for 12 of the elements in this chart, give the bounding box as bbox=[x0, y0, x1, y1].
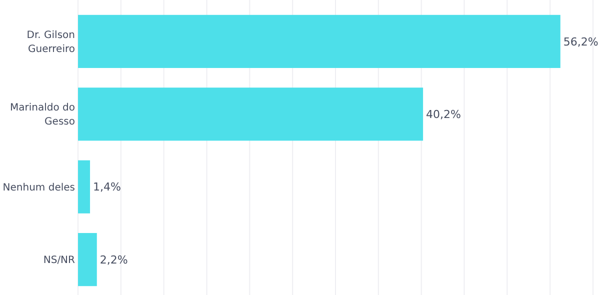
bar bbox=[78, 160, 90, 214]
y-tick-label: Nenhum deles bbox=[2, 182, 75, 194]
bar bbox=[78, 14, 560, 68]
data-label: 1,4% bbox=[93, 180, 121, 194]
y-tick-label: NS/NR bbox=[43, 255, 76, 266]
data-label: 40,2% bbox=[426, 108, 462, 121]
bar bbox=[78, 88, 424, 141]
y-tick-label: Marinaldo do Gesso bbox=[10, 102, 75, 128]
bar bbox=[78, 233, 97, 286]
data-label: 56,2% bbox=[563, 35, 598, 48]
data-label: 2,2% bbox=[100, 253, 128, 266]
y-tick-label: Dr. Gilson Guerreiro bbox=[26, 30, 75, 55]
